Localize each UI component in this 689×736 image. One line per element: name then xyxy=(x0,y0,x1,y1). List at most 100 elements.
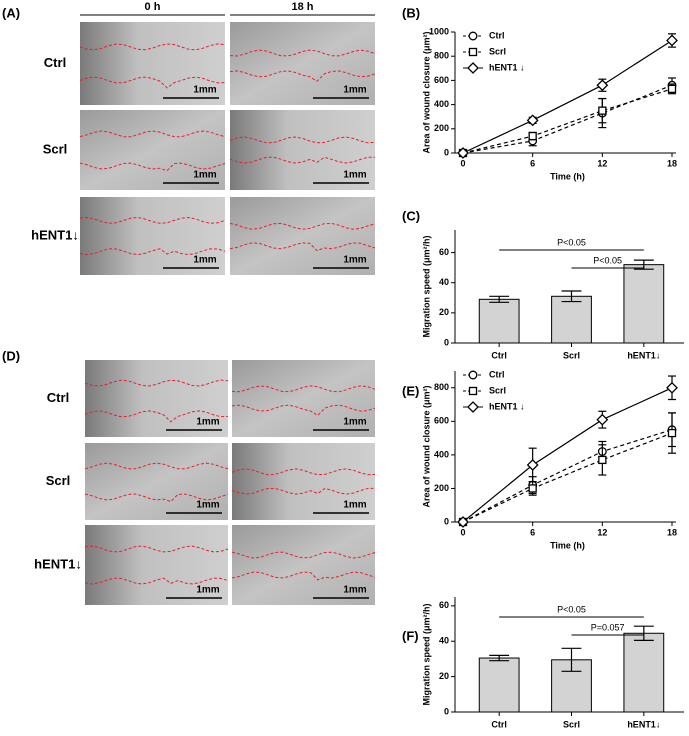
wound-edge xyxy=(84,410,229,423)
x-tick-label: hENT1↓ xyxy=(627,350,660,360)
x-tick-label: Scrl xyxy=(563,350,580,360)
x-tick-label: 12 xyxy=(597,158,607,168)
marker xyxy=(596,413,609,426)
bar xyxy=(551,295,592,344)
marker xyxy=(596,79,609,92)
significance-label: P<0.05 xyxy=(557,237,586,247)
series-line xyxy=(462,88,673,154)
column-header: 0 h xyxy=(145,1,161,13)
legend-label: hENT1 ↓ xyxy=(489,62,525,72)
marker xyxy=(598,455,607,465)
scale-bar-label: 1mm xyxy=(196,500,219,511)
y-tick-label: 20 xyxy=(439,307,449,317)
wound-edge xyxy=(231,404,376,417)
scale-bar-label: 1mm xyxy=(343,85,366,96)
bar xyxy=(478,657,520,713)
micrograph xyxy=(80,110,225,190)
y-tick-label: 0 xyxy=(444,337,449,347)
panel-label: (A) xyxy=(2,5,20,20)
scale-bar-label: 1mm xyxy=(196,417,219,428)
marker xyxy=(457,516,469,528)
y-tick-label: 40 xyxy=(439,277,449,287)
y-tick-label: 600 xyxy=(434,416,449,426)
scale-bar-label: 1mm xyxy=(343,255,366,266)
legend-marker xyxy=(468,47,478,57)
wound-edge xyxy=(84,493,229,503)
significance-label: P<0.05 xyxy=(557,604,586,614)
legend-marker xyxy=(468,386,478,396)
micrograph xyxy=(232,443,375,520)
legend-marker xyxy=(468,31,478,41)
marker xyxy=(667,428,677,438)
y-tick-label: 40 xyxy=(439,636,449,646)
micrograph xyxy=(85,360,228,437)
panel-label: (C) xyxy=(402,208,420,223)
y-tick-label: 400 xyxy=(434,99,449,109)
x-tick-label: 0 xyxy=(460,527,465,537)
marker xyxy=(526,459,539,471)
y-tick-label: 60 xyxy=(439,247,449,257)
wound-edge xyxy=(79,248,226,256)
bar xyxy=(623,632,665,713)
y-tick-label: 60 xyxy=(439,600,449,610)
scale-bar-label: 1mm xyxy=(196,585,219,596)
micrograph xyxy=(230,110,375,190)
marker xyxy=(526,114,539,127)
wound-edge xyxy=(229,156,375,164)
micrograph xyxy=(80,22,225,105)
series-line xyxy=(462,429,673,523)
y-tick-label: 800 xyxy=(434,51,449,61)
y-axis-label: Migration speed (μm²/h) xyxy=(421,603,431,705)
wound-edge xyxy=(229,242,376,252)
row-label: Scrl xyxy=(43,141,68,156)
x-tick-label: Scrl xyxy=(563,719,580,729)
row-label: Ctrl xyxy=(44,55,66,70)
series-line xyxy=(462,432,673,523)
panel-label: (E) xyxy=(402,383,419,398)
legend-label: hENT1 ↓ xyxy=(489,401,525,411)
marker xyxy=(666,381,678,394)
panel-label: (F) xyxy=(402,628,419,643)
y-tick-label: 1000 xyxy=(429,26,449,36)
x-tick-label: 18 xyxy=(667,527,677,537)
bar xyxy=(623,264,665,344)
x-tick-label: hENT1↓ xyxy=(627,719,660,729)
significance-label: P<0.05 xyxy=(593,255,622,265)
micrograph xyxy=(80,197,225,275)
panel-label: (D) xyxy=(2,348,20,363)
scale-bar-label: 1mm xyxy=(343,417,366,428)
y-tick-label: 200 xyxy=(434,123,449,133)
micrograph xyxy=(232,525,375,605)
x-tick-label: 12 xyxy=(597,527,607,537)
column-header: 18 h xyxy=(291,1,313,13)
marker xyxy=(666,34,678,47)
y-tick-label: 0 xyxy=(444,706,449,716)
legend-label: Ctrl xyxy=(489,369,505,379)
x-tick-label: 6 xyxy=(530,527,535,537)
row-label: Scrl xyxy=(46,473,71,488)
x-tick-label: 18 xyxy=(667,158,677,168)
row-label: hENT1↓ xyxy=(31,227,79,242)
x-tick-label: 0 xyxy=(460,158,465,168)
bar xyxy=(478,298,520,344)
panel-label: (B) xyxy=(402,5,420,20)
micrograph xyxy=(230,22,375,105)
y-axis-label: Migration speed (μm²/h) xyxy=(421,235,431,337)
micrograph xyxy=(232,360,375,437)
legend-marker xyxy=(468,370,478,380)
row-label: hENT1↓ xyxy=(34,556,82,571)
marker xyxy=(598,106,607,115)
marker xyxy=(667,84,677,94)
y-tick-label: 600 xyxy=(434,75,449,85)
legend-marker xyxy=(467,401,479,413)
series-line xyxy=(462,387,673,523)
x-axis-label: Time (h) xyxy=(550,171,585,181)
micrograph xyxy=(85,525,228,605)
marker xyxy=(528,131,537,141)
wound-edge xyxy=(84,545,229,553)
x-tick-label: Ctrl xyxy=(491,350,507,360)
legend-label: Ctrl xyxy=(489,30,505,40)
micrograph xyxy=(230,197,375,275)
x-tick-label: 6 xyxy=(530,158,535,168)
